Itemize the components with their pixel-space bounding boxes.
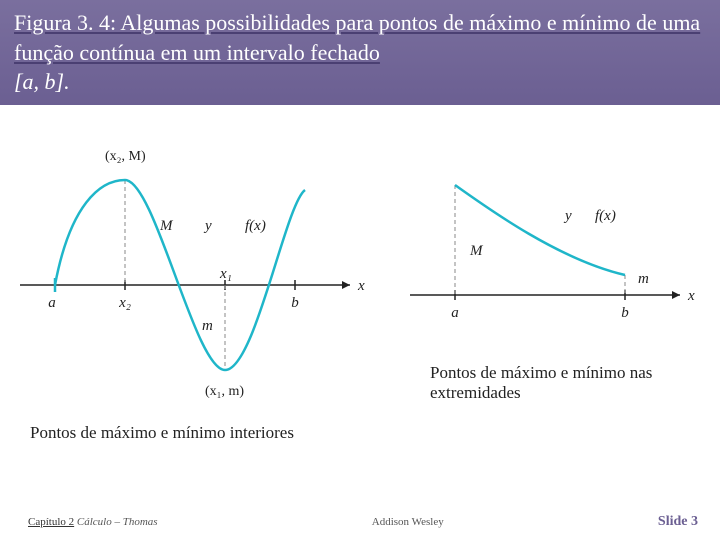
- label-fx-r: f(x): [595, 208, 616, 224]
- figure-interval: [a, b].: [14, 69, 706, 95]
- slide-header: Figura 3. 4: Algumas possibilidades para…: [0, 0, 720, 105]
- label-M: M: [159, 218, 174, 234]
- label-x1-top: x₁: [219, 266, 232, 282]
- label-a: a: [48, 295, 56, 311]
- x-axis-arrow-r: [672, 291, 680, 299]
- footer-left: Capítulo 2 Cálculo – Thomas: [28, 516, 158, 528]
- label-x-axis-r: x: [687, 288, 695, 304]
- label-b: b: [291, 295, 299, 311]
- figure-left: (x₂, M) M y f(x) x₁ a x₂ m b x (x₁, m) P…: [10, 135, 380, 443]
- curve-right: [455, 185, 625, 275]
- figure-right: y f(x) M m a b x Pontos de máximo e míni…: [400, 165, 710, 403]
- caption-right: Pontos de máximo e mínimo nas extremidad…: [430, 363, 710, 403]
- label-y: y: [203, 218, 212, 234]
- footer-chapter: Capítulo 2: [28, 516, 74, 528]
- curve-left: [55, 180, 305, 370]
- label-a-r: a: [451, 305, 459, 321]
- figure-title: Figura 3. 4: Algumas possibilidades para…: [14, 8, 706, 67]
- figure-right-svg: y f(x) M m a b x: [400, 165, 710, 355]
- label-x-axis: x: [357, 278, 365, 294]
- label-bot-point: (x₁, m): [205, 384, 244, 399]
- label-m-r: m: [638, 271, 649, 287]
- label-b-r: b: [621, 305, 629, 321]
- label-M-r: M: [469, 243, 484, 259]
- x-axis-arrow: [342, 281, 350, 289]
- footer-publisher: Addison Wesley: [372, 516, 444, 528]
- label-fx: f(x): [245, 218, 266, 234]
- figure-content: (x₂, M) M y f(x) x₁ a x₂ m b x (x₁, m) P…: [0, 105, 720, 485]
- caption-left: Pontos de máximo e mínimo interiores: [30, 423, 380, 443]
- footer-slide-number: Slide 3: [658, 514, 698, 530]
- slide-footer: Capítulo 2 Cálculo – Thomas Addison Wesl…: [0, 514, 720, 530]
- label-x2: x₂: [118, 295, 131, 311]
- label-y-r: y: [563, 208, 572, 224]
- label-top-point: (x₂, M): [105, 149, 146, 164]
- footer-book: Cálculo – Thomas: [74, 516, 157, 528]
- figure-left-svg: (x₂, M) M y f(x) x₁ a x₂ m b x (x₁, m): [10, 135, 380, 415]
- label-m: m: [202, 318, 213, 334]
